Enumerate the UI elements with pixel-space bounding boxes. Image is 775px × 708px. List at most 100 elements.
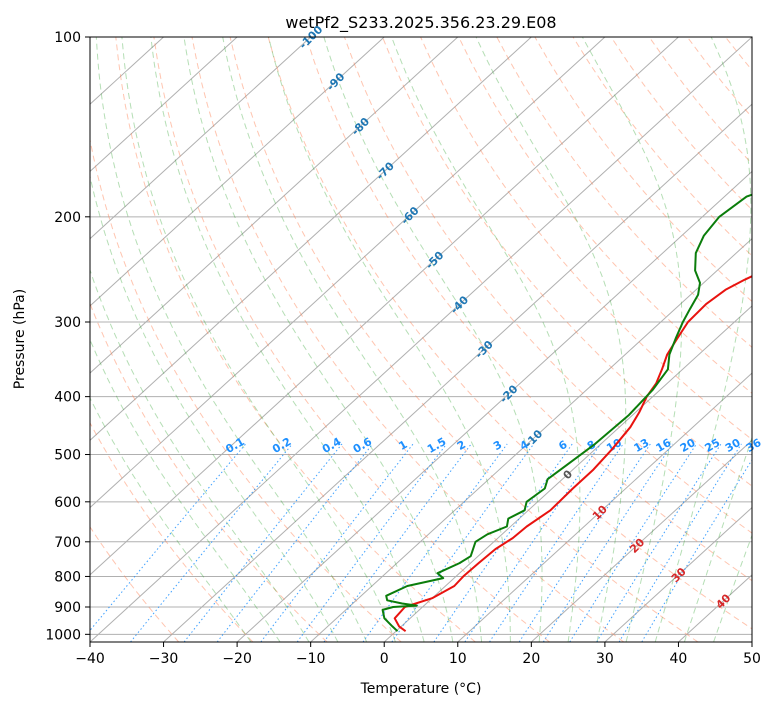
isotherm-line	[90, 37, 752, 642]
mixing-ratio-line	[323, 443, 472, 642]
y-tick-label: 1000	[45, 627, 81, 643]
moist-adiabat	[121, 37, 396, 642]
dry-adiabat	[496, 37, 752, 348]
y-axis: 100 200 300 400 500 600 700 800 900 1000	[45, 30, 90, 643]
isotherm-line	[90, 37, 680, 576]
x-tick-label: 40	[670, 651, 688, 667]
moist-adiabat	[713, 533, 752, 642]
dry-adiabat	[229, 37, 699, 642]
mixing-ratio-label: 0.4	[320, 435, 344, 456]
dry-adiabat	[648, 37, 752, 165]
moist-adiabat	[90, 338, 281, 642]
moist-adiabat	[95, 37, 368, 642]
x-tick-label: 0	[380, 651, 389, 667]
mixing-ratio-line	[569, 443, 697, 642]
plot-frame	[89, 36, 753, 643]
y-tick-label: 800	[54, 569, 81, 585]
mixing-ratio-label: 0.1	[223, 435, 246, 456]
moist-adiabat	[581, 37, 683, 642]
isotherm-line	[163, 103, 752, 642]
mixing-ratio-line	[90, 443, 247, 632]
moist-adiabat	[150, 37, 425, 642]
mixing-ratio-line	[518, 443, 651, 642]
moist-adiabat	[222, 37, 483, 642]
isotherm-line	[90, 37, 606, 509]
moist-adiabat	[90, 268, 310, 642]
profiles	[381, 193, 752, 633]
mixing-ratio-line	[260, 443, 414, 642]
dry-adiabat	[191, 37, 625, 642]
x-tick-label: −10	[296, 651, 326, 667]
x-axis: −40 −30 −20 −10 0 10 20 30 40 50	[75, 642, 761, 667]
mixing-ratio-line	[183, 443, 343, 642]
x-tick-label: −40	[75, 651, 105, 667]
isotherm-line	[751, 641, 752, 642]
chart-title: wetPf2_S233.2025.356.23.29.E08	[285, 13, 556, 33]
isotherm-line	[530, 439, 752, 642]
mixing-ratio-label: 36	[744, 436, 764, 455]
dry-adiabat	[90, 526, 180, 642]
dry-adiabat	[153, 37, 550, 642]
isotherm-line	[678, 574, 752, 642]
dry-adiabat	[90, 421, 254, 642]
isotherm-line	[90, 37, 165, 105]
mixing-ratio-label: 25	[703, 436, 723, 455]
y-tick-label: 900	[54, 600, 81, 616]
x-tick-label: 20	[522, 651, 540, 667]
dewpoint-profile	[381, 193, 752, 632]
mixing-ratio-line	[362, 443, 508, 642]
moist-adiabat	[683, 435, 752, 642]
y-tick-label: 300	[54, 315, 81, 331]
isotherm-line	[90, 37, 238, 173]
x-tick-label: −30	[149, 651, 179, 667]
isotherm-line	[90, 37, 459, 374]
y-tick-label: 600	[54, 495, 81, 511]
mixing-ratio-label: 30	[723, 436, 743, 455]
dry-adiabat	[686, 37, 752, 118]
isotherm-line	[383, 305, 752, 642]
background-lines	[90, 37, 752, 642]
moist-adiabat	[323, 37, 543, 642]
isotherm-line	[236, 170, 752, 642]
mixing-ratio-line	[618, 443, 742, 642]
mixing-ratio-label: 0.2	[270, 435, 293, 456]
x-tick-label: 50	[743, 651, 761, 667]
mixing-ratio-label: 16	[654, 436, 674, 455]
isotherm-line	[90, 37, 385, 307]
x-tick-label: −20	[222, 651, 252, 667]
x-axis-label: Temperature (°C)	[360, 681, 482, 697]
dry-adiabat	[90, 302, 328, 642]
x-tick-label: 10	[449, 651, 467, 667]
moist-adiabat	[654, 37, 752, 642]
mixing-ratio-line	[296, 443, 447, 642]
moist-adiabat	[90, 396, 252, 642]
temperature-profile	[393, 275, 752, 633]
y-tick-label: 500	[54, 448, 81, 464]
dry-adiabat	[572, 37, 752, 257]
dry-adiabat	[305, 37, 752, 582]
mixing-ratio-label: 6	[556, 438, 569, 453]
moist-adiabat	[90, 174, 339, 642]
moist-adiabat	[268, 37, 511, 642]
dry-adiabat	[343, 37, 752, 534]
mixing-ratio-label: 1.5	[425, 435, 448, 456]
isotherm-line	[90, 37, 533, 442]
isotherm-line	[604, 506, 752, 642]
x-tick-label: 30	[596, 651, 614, 667]
dry-adiabat	[534, 37, 752, 303]
y-tick-label: 700	[54, 535, 81, 551]
isotherm-line	[90, 37, 312, 240]
y-tick-label: 200	[54, 210, 81, 226]
isotherm-line	[310, 237, 752, 642]
dry-adiabat	[267, 37, 752, 630]
mixing-ratio-line	[130, 443, 293, 642]
moist-adiabat	[183, 37, 454, 642]
mixing-ratio-line	[641, 458, 752, 642]
mixing-ratio-line	[489, 443, 624, 642]
y-tick-label: 400	[54, 390, 81, 406]
dry-adiabat	[458, 37, 752, 394]
isotherm-line	[457, 372, 752, 642]
y-tick-label: 100	[54, 30, 81, 46]
moist-adiabat	[475, 37, 627, 642]
